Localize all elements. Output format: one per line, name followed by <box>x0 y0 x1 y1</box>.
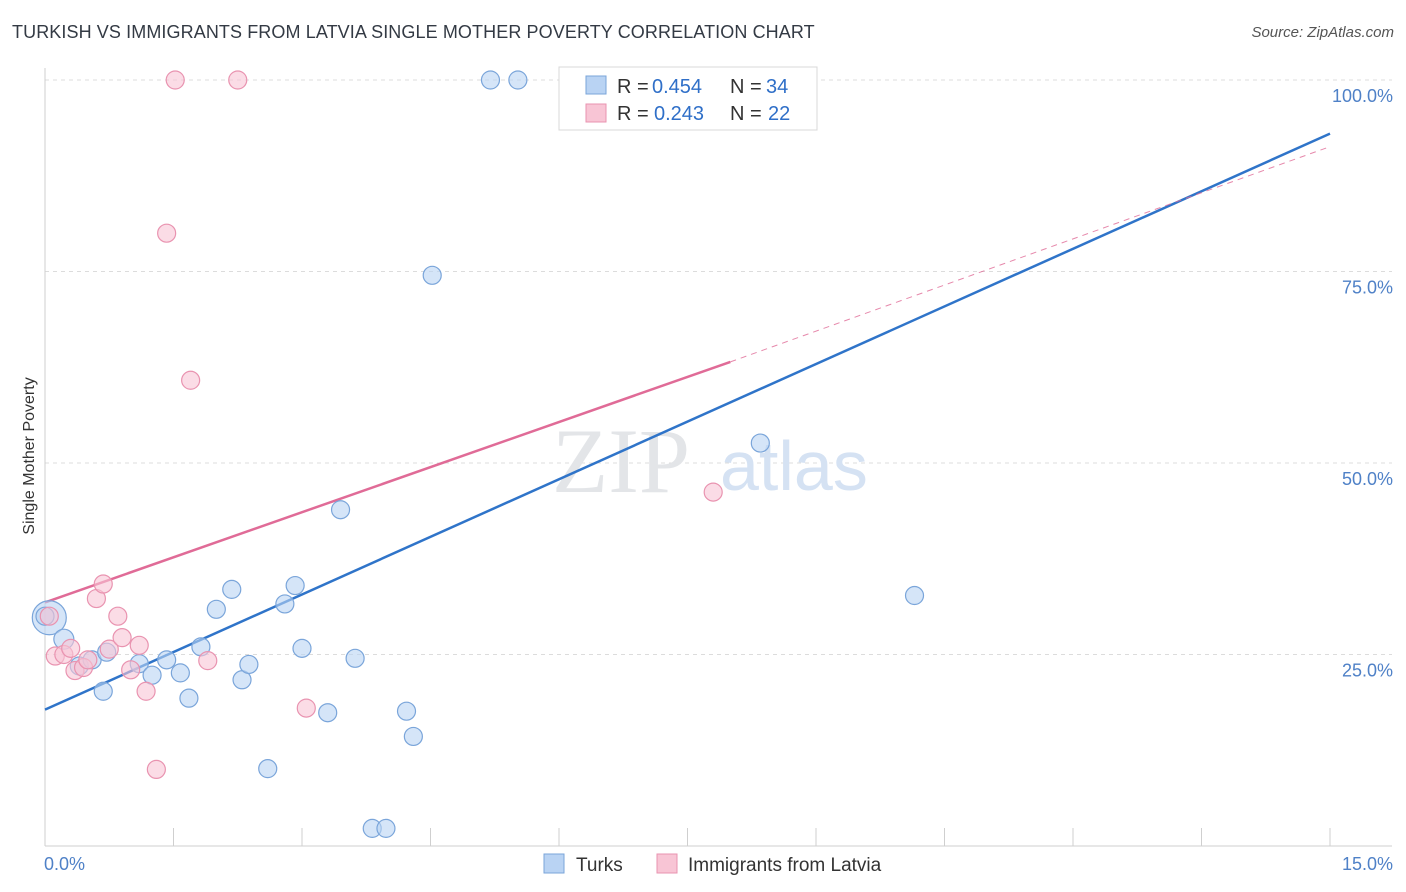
turks-point-25 <box>396 701 417 721</box>
y-axis-label: Single Mother Poverty <box>21 377 38 534</box>
latvia-point-17 <box>165 70 185 90</box>
turks-point-18 <box>285 575 305 596</box>
latvia-point-19 <box>198 651 218 671</box>
grid-lines <box>45 79 1392 655</box>
turks-point-21 <box>330 500 351 520</box>
y-tick-label-75: 75.0% <box>1342 278 1393 298</box>
x-tick-label-min: 0.0% <box>44 854 85 874</box>
turks-point-29 <box>508 70 528 90</box>
trend-lines <box>44 132 1331 711</box>
y-tick-label-25: 25.0% <box>1342 661 1393 681</box>
turks-point-22 <box>345 648 365 668</box>
data-points <box>31 70 925 838</box>
turks-point-24 <box>376 818 396 838</box>
turks-point-28 <box>480 70 501 90</box>
legend-n-label-latvia: N = <box>730 103 762 125</box>
correlation-legend: R = 0.454 N = 34 R = 0.243 N = 22 <box>558 66 818 131</box>
legend-r-value-latvia: 0.243 <box>654 103 704 125</box>
turks-point-9 <box>170 663 190 683</box>
watermark: ZIP atlas <box>552 410 868 512</box>
y-tick-label-100: 100.0% <box>1332 86 1393 106</box>
latvia-point-13 <box>129 635 149 655</box>
latvia-point-8 <box>93 574 113 594</box>
latvia-point-10 <box>108 606 128 626</box>
turks-point-16 <box>258 759 278 779</box>
watermark-atlas: atlas <box>720 427 868 505</box>
turks-point-12 <box>206 599 226 619</box>
chart-title: TURKISH VS IMMIGRANTS FROM LATVIA SINGLE… <box>12 22 815 42</box>
axes <box>44 68 1392 847</box>
legend-n-value-turks: 34 <box>766 76 788 98</box>
legend-r-label-turks: R = <box>617 76 649 98</box>
trend-line-turks <box>44 132 1331 711</box>
trend-line-latvia <box>44 360 731 604</box>
latvia-point-6 <box>78 650 98 670</box>
legend-label-latvia: Immigrants from Latvia <box>688 855 882 876</box>
trend-line-latvia-extension <box>730 146 1331 363</box>
turks-point-32 <box>904 585 925 606</box>
latvia-point-15 <box>146 759 166 780</box>
turks-point-27 <box>422 265 442 285</box>
legend-r-value-turks: 0.454 <box>652 76 702 98</box>
latvia-point-21 <box>296 698 316 718</box>
turks-point-26 <box>403 726 423 747</box>
turks-point-7 <box>142 665 162 685</box>
turks-point-8 <box>157 650 177 670</box>
legend-r-label-latvia: R = <box>617 103 649 125</box>
watermark-zip: ZIP <box>552 410 690 512</box>
x-tick-labels: 0.0% 15.0% <box>44 854 1393 874</box>
series-latvia <box>39 70 723 780</box>
y-tick-label-50: 50.0% <box>1342 469 1393 489</box>
legend-n-label-turks: N = <box>730 76 762 98</box>
latvia-point-9 <box>99 639 119 659</box>
latvia-point-3 <box>61 638 81 658</box>
turks-point-17 <box>275 594 295 614</box>
turks-point-10 <box>179 688 199 708</box>
legend-swatch-latvia <box>585 103 607 123</box>
x-tick-label-max: 15.0% <box>1342 854 1393 874</box>
latvia-point-11 <box>112 628 132 648</box>
legend-swatch-latvia-bottom <box>656 853 678 874</box>
latvia-point-22 <box>703 482 723 502</box>
legend-n-value-latvia: 22 <box>768 103 790 125</box>
latvia-point-0 <box>39 606 59 626</box>
turks-point-13 <box>222 579 242 599</box>
turks-point-20 <box>318 703 338 723</box>
y-tick-labels: 25.0% 50.0% 75.0% 100.0% <box>1332 86 1393 681</box>
source-label: Source: ZipAtlas.com <box>1251 24 1394 41</box>
latvia-point-18 <box>181 370 201 390</box>
turks-point-4 <box>93 681 113 701</box>
turks-point-19 <box>292 638 312 658</box>
latvia-point-12 <box>121 660 141 680</box>
turks-point-15 <box>239 654 259 675</box>
legend-swatch-turks <box>585 75 607 95</box>
turks-point-31 <box>750 433 770 453</box>
latvia-point-20 <box>228 70 248 90</box>
latvia-point-14 <box>136 681 156 701</box>
latvia-point-16 <box>157 223 177 243</box>
legend-swatch-turks-bottom <box>543 853 565 874</box>
legend-label-turks: Turks <box>576 855 623 876</box>
series-legend: Turks Immigrants from Latvia <box>543 853 882 876</box>
